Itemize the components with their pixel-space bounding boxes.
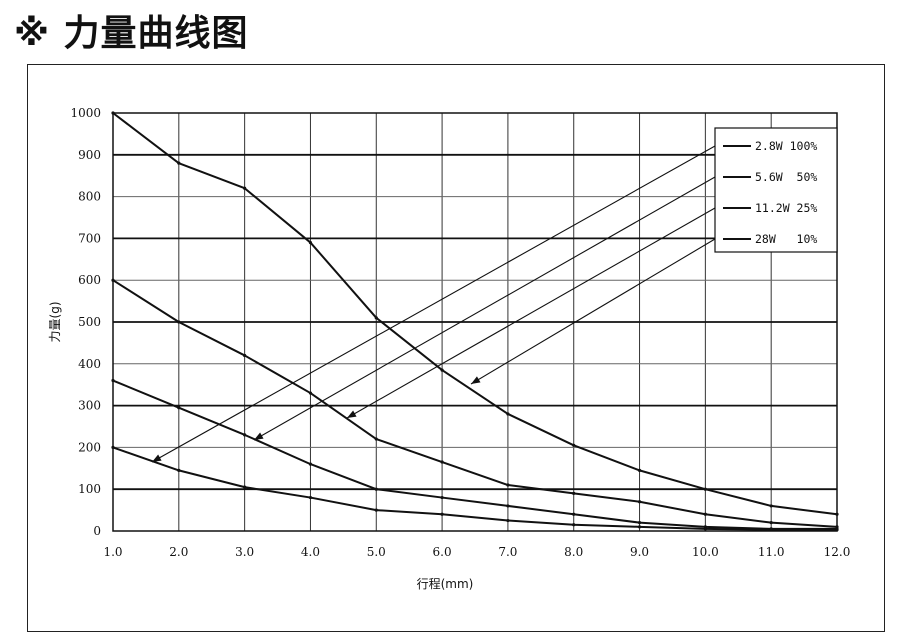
y-tick-label: 700 bbox=[78, 231, 101, 245]
legend-arrow-line bbox=[151, 145, 716, 463]
legend-arrow-line bbox=[470, 238, 716, 385]
y-tick-label: 600 bbox=[78, 273, 101, 287]
data-point bbox=[572, 512, 576, 516]
data-point bbox=[111, 445, 115, 449]
y-tick-label: 400 bbox=[78, 357, 101, 371]
series-line bbox=[112, 112, 838, 516]
y-tick-label: 1000 bbox=[70, 106, 101, 120]
legend-entry: 28W 10% bbox=[755, 232, 817, 246]
y-tick-label: 300 bbox=[78, 399, 101, 413]
data-point bbox=[506, 483, 510, 487]
data-point bbox=[243, 353, 247, 358]
legend-entry: 2.8W 100% bbox=[755, 139, 817, 153]
legend-arrow-line bbox=[346, 207, 716, 419]
x-tick-label: 9.0 bbox=[630, 545, 649, 559]
data-point bbox=[703, 527, 707, 531]
y-tick-label: 0 bbox=[93, 524, 101, 538]
data-point bbox=[572, 523, 576, 527]
series-line bbox=[112, 446, 837, 531]
legend-box bbox=[714, 127, 838, 253]
data-point bbox=[374, 437, 378, 441]
data-point bbox=[637, 500, 642, 504]
arrow-head bbox=[254, 432, 264, 440]
data-point bbox=[506, 518, 510, 523]
data-point bbox=[177, 406, 181, 410]
arrow-head bbox=[152, 454, 162, 462]
data-point bbox=[177, 161, 181, 165]
data-point bbox=[243, 433, 247, 437]
x-tick-label: 8.0 bbox=[564, 545, 583, 559]
data-point bbox=[572, 443, 576, 447]
y-tick-label: 900 bbox=[78, 148, 101, 162]
x-tick-label: 7.0 bbox=[498, 545, 517, 559]
x-tick-label: 6.0 bbox=[433, 545, 452, 559]
data-point bbox=[769, 528, 773, 532]
y-axis-label: 力量(g) bbox=[48, 302, 62, 343]
x-tick-label: 5.0 bbox=[367, 545, 386, 559]
legend-arrow-line bbox=[253, 176, 716, 441]
data-point bbox=[440, 460, 444, 464]
data-point bbox=[703, 487, 707, 491]
data-point bbox=[506, 504, 510, 508]
data-point bbox=[637, 521, 642, 525]
x-tick-label: 3.0 bbox=[235, 545, 254, 559]
data-point bbox=[835, 528, 839, 532]
data-point bbox=[111, 378, 115, 383]
y-tick-label: 800 bbox=[78, 190, 101, 204]
data-point bbox=[769, 504, 773, 508]
series-group bbox=[111, 111, 839, 532]
x-tick-label: 10.0 bbox=[692, 545, 719, 559]
y-tick-label: 200 bbox=[78, 440, 101, 454]
data-point bbox=[572, 491, 576, 495]
data-point bbox=[440, 495, 444, 500]
data-point bbox=[308, 240, 313, 245]
data-point bbox=[308, 495, 313, 500]
legend-entry: 11.2W 25% bbox=[755, 201, 817, 215]
data-point bbox=[308, 462, 313, 466]
data-point bbox=[440, 368, 444, 372]
data-point bbox=[506, 412, 510, 416]
data-point bbox=[111, 111, 115, 115]
data-point bbox=[374, 487, 378, 491]
data-point bbox=[703, 512, 707, 516]
page-title: ※ 力量曲线图 bbox=[14, 13, 249, 54]
x-axis-label: 行程(mm) bbox=[417, 576, 474, 591]
arrow-head bbox=[347, 410, 357, 418]
data-point bbox=[637, 468, 642, 472]
tick-labels: 1.0 2.0 3.0 4.0 5.0 6.0 7.0 8.0 9.0 10.0 11.0 12.0 0… bbox=[70, 106, 850, 559]
data-point bbox=[769, 521, 773, 525]
x-tick-label: 11.0 bbox=[758, 545, 785, 559]
x-tick-label: 1.0 bbox=[103, 545, 122, 559]
data-point bbox=[243, 485, 247, 489]
x-tick-label: 2.0 bbox=[169, 545, 188, 559]
data-point bbox=[835, 512, 839, 516]
plot-area-border bbox=[112, 112, 838, 532]
data-point bbox=[111, 278, 115, 282]
data-point bbox=[243, 186, 247, 190]
data-point bbox=[308, 391, 313, 395]
chart-frame bbox=[27, 64, 885, 632]
series-line bbox=[112, 279, 838, 528]
data-point bbox=[637, 525, 642, 529]
x-tick-label: 4.0 bbox=[301, 545, 320, 559]
series-line bbox=[112, 379, 837, 530]
y-tick-label: 500 bbox=[78, 315, 101, 329]
legend-arrows bbox=[151, 145, 716, 463]
data-point bbox=[177, 468, 181, 472]
data-point bbox=[177, 320, 181, 324]
y-tick-label: 100 bbox=[78, 482, 101, 496]
data-point bbox=[374, 316, 378, 320]
arrow-head bbox=[471, 376, 481, 384]
legend: 2.8W 100% 5.6W 50% 11.2W 25% 28W 10% bbox=[714, 127, 838, 253]
data-point bbox=[440, 512, 444, 516]
data-point bbox=[374, 508, 378, 512]
x-tick-label: 12.0 bbox=[824, 545, 851, 559]
legend-entry: 5.6W 50% bbox=[755, 170, 817, 184]
